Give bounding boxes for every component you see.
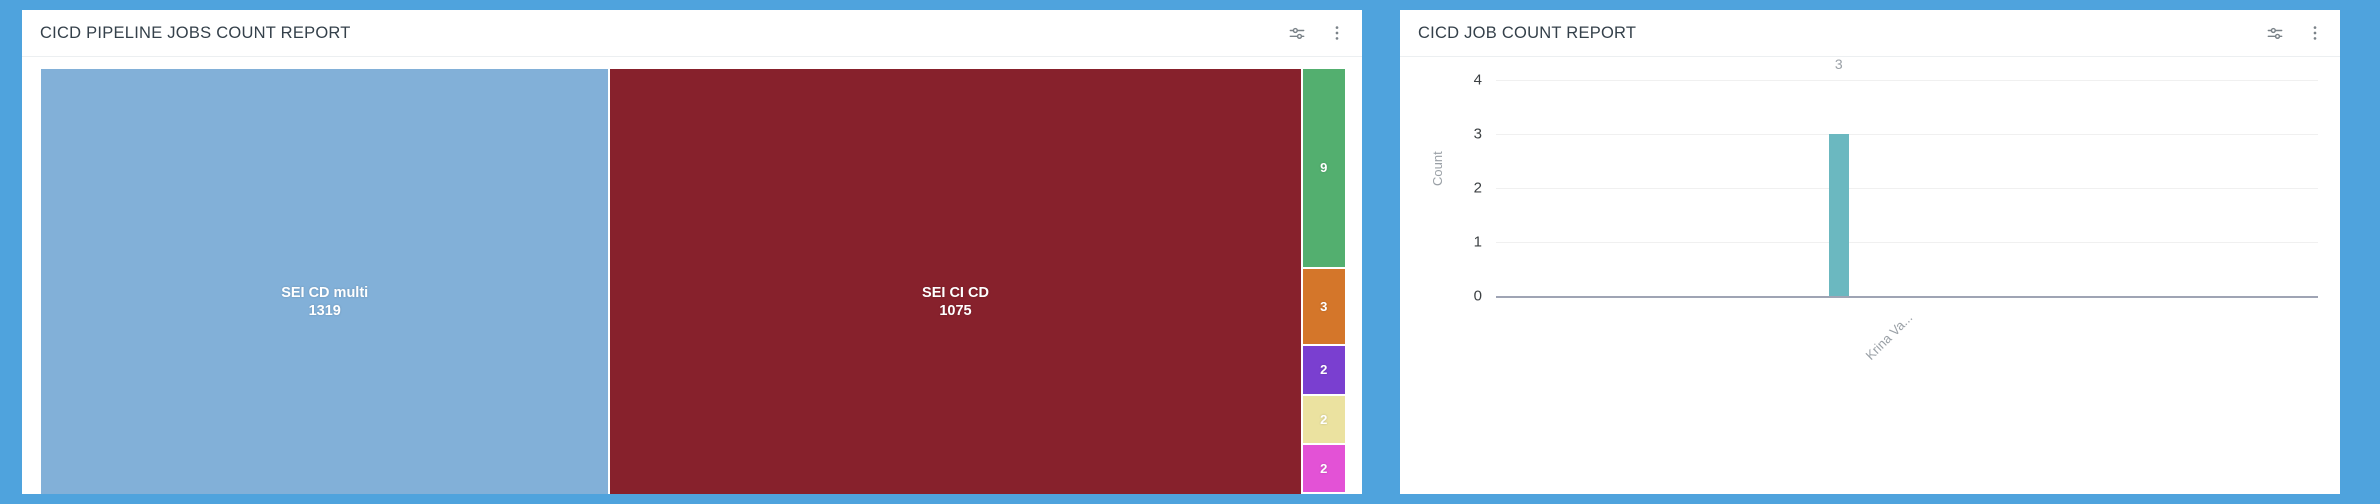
bar-chart-plot-area: 4 3 2 1 0 3 xyxy=(1474,56,2318,494)
treemap-cell[interactable]: 2 xyxy=(1301,394,1346,444)
treemap-cell[interactable]: 2 xyxy=(1301,345,1346,395)
y-axis-tick: 1 xyxy=(1473,233,1482,251)
sliders-icon[interactable] xyxy=(1284,20,1310,46)
treemap-cell-value: 1075 xyxy=(939,303,972,320)
x-axis-tick: Krina Va... xyxy=(1862,310,1915,363)
bar[interactable] xyxy=(1828,134,1849,296)
treemap-cell[interactable]: 2 xyxy=(1301,443,1346,494)
treemap-cell[interactable]: 9 xyxy=(1301,68,1346,268)
treemap-widget-title: CICD PIPELINE JOBS COUNT REPORT xyxy=(40,23,351,42)
treemap-cell-label: SEI CD multi xyxy=(281,285,369,302)
treemap-cell[interactable]: 1 xyxy=(1301,493,1346,494)
y-axis-tick: 3 xyxy=(1473,125,1482,143)
treemap-cell-value: 2 xyxy=(1320,461,1328,477)
treemap-body: SEI CD multi 1319 SEI CI CD 1075 9 3 2 xyxy=(22,58,1362,494)
gridline: 4 xyxy=(1474,72,2318,89)
treemap-chart: SEI CD multi 1319 SEI CI CD 1075 9 3 2 xyxy=(40,68,1346,494)
treemap-cell-value: 3 xyxy=(1320,299,1328,315)
bar-chart-body: Count 4 3 2 1 xyxy=(1400,56,2340,494)
sliders-icon[interactable] xyxy=(2262,20,2288,46)
treemap-cell-value: 9 xyxy=(1320,160,1328,176)
treemap-header-actions xyxy=(1284,20,1350,46)
more-vertical-icon[interactable] xyxy=(1324,20,1350,46)
x-axis-line: 0 xyxy=(1474,288,2318,305)
gridline: 3 xyxy=(1474,126,2318,143)
treemap-cell[interactable]: 3 xyxy=(1301,267,1346,346)
more-vertical-icon[interactable] xyxy=(2302,20,2328,46)
treemap-cell[interactable]: SEI CI CD 1075 xyxy=(609,68,1302,494)
treemap-cell-value: 2 xyxy=(1320,362,1328,378)
bar-header-actions xyxy=(2262,20,2328,46)
y-axis-label: Count xyxy=(1430,151,1445,186)
y-axis-tick: 4 xyxy=(1473,71,1482,89)
bar-chart-widget: CICD JOB COUNT REPORT xyxy=(1400,10,2340,494)
gridline: 2 xyxy=(1474,180,2318,197)
bar-widget-title: CICD JOB COUNT REPORT xyxy=(1418,23,1637,42)
bar-value-label: 3 xyxy=(1834,56,1843,72)
treemap-cell[interactable]: SEI CD multi 1319 xyxy=(40,68,610,494)
bar-widget-header: CICD JOB COUNT REPORT xyxy=(1400,10,2340,57)
treemap-widget-header: CICD PIPELINE JOBS COUNT REPORT xyxy=(22,10,1362,57)
treemap-side-column: 9 3 2 2 2 1 xyxy=(1301,68,1346,494)
treemap-cell-label: SEI CI CD xyxy=(922,285,989,302)
treemap-cell-value: 1319 xyxy=(308,303,341,320)
y-axis-tick: 0 xyxy=(1473,287,1482,305)
gridline: 1 xyxy=(1474,234,2318,251)
treemap-cell-value: 2 xyxy=(1320,411,1328,427)
y-axis-tick: 2 xyxy=(1473,179,1482,197)
treemap-widget: CICD PIPELINE JOBS COUNT REPORT xyxy=(22,10,1362,494)
plot: 4 3 2 1 0 3 xyxy=(1474,56,2318,363)
